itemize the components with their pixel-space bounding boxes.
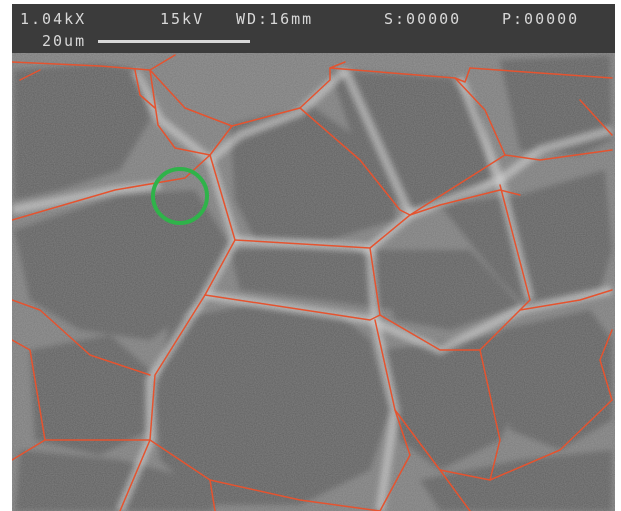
- grain-boundary: [12, 54, 176, 71]
- grain-boundary: [519, 289, 613, 311]
- p-counter-readout: P:00000: [502, 10, 579, 28]
- grain-boundary: [469, 67, 613, 79]
- grain-boundary: [409, 154, 506, 216]
- grain-boundary: [599, 329, 613, 401]
- grain-boundary: [134, 69, 156, 109]
- info-bar: 1.04kX 15kV WD:16mm S:00000 P:00000 20um: [12, 4, 615, 53]
- working-distance-readout: WD:16mm: [236, 10, 313, 28]
- info-bar-background: [12, 4, 615, 53]
- grain-boundary: [299, 107, 411, 216]
- voltage-readout: 15kV: [160, 10, 204, 28]
- scale-bar: [98, 40, 250, 43]
- grain-boundary: [499, 184, 531, 311]
- s-counter-readout: S:00000: [384, 10, 461, 28]
- grain-boundary: [119, 294, 206, 511]
- grain-boundary: [204, 294, 381, 321]
- magnification-readout: 1.04kX: [20, 10, 86, 28]
- grain-boundary: [579, 99, 613, 136]
- grain-boundary: [231, 61, 346, 127]
- highlight-circle: [151, 167, 209, 225]
- grain-boundary: [409, 189, 521, 216]
- grain-boundary: [479, 349, 501, 481]
- grain-boundary: [439, 469, 471, 511]
- grain-boundary: [12, 154, 211, 221]
- grain-boundary: [209, 479, 381, 511]
- grain-boundary: [374, 319, 411, 511]
- grain-boundary: [329, 67, 471, 83]
- grain-boundary: [12, 299, 151, 376]
- grain-boundary: [369, 247, 521, 351]
- micrograph: [12, 53, 615, 511]
- grain-boundary-network: [12, 54, 613, 511]
- grain-boundary: [12, 339, 46, 461]
- grain-boundary: [19, 69, 41, 81]
- scale-bar-label: 20um: [42, 32, 86, 50]
